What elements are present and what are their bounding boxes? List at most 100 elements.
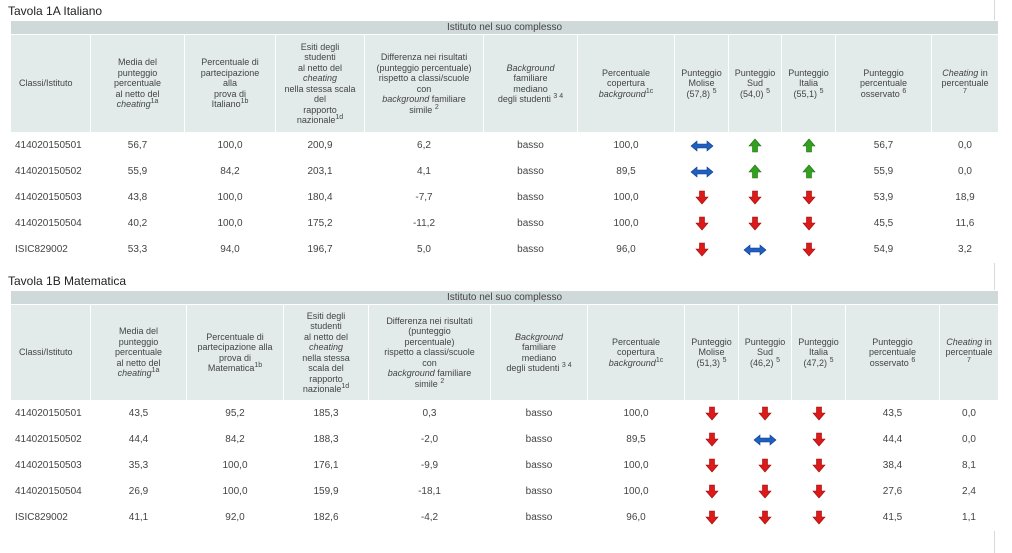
col-header-background: Background familiare mediano degli studenti… bbox=[490, 304, 588, 401]
cell-media: 55,9 bbox=[90, 158, 185, 185]
arrow-down-icon bbox=[676, 190, 728, 205]
arrow-down-icon bbox=[793, 406, 845, 421]
cell-background: basso bbox=[490, 504, 588, 531]
cell-partecipazione: 100,0 bbox=[184, 210, 276, 237]
arrow-down-icon bbox=[740, 484, 791, 499]
cell-background: basso bbox=[483, 132, 578, 159]
arrow-up-icon bbox=[730, 164, 781, 179]
cell-sud bbox=[738, 452, 792, 479]
cell-esiti: 196,7 bbox=[275, 236, 365, 263]
cell-cheating: 1,1 bbox=[939, 504, 999, 531]
arrow-down-icon bbox=[793, 510, 845, 525]
col-header-esiti: Esiti degli studenti al netto del cheating n… bbox=[275, 34, 365, 133]
arrow-down-icon bbox=[793, 432, 845, 447]
cell-classe: 414020150503 bbox=[10, 452, 91, 479]
table-row: 414020150503 43,8 100,0 180,4 -7,7 basso 100,0… bbox=[10, 184, 999, 211]
cell-italia bbox=[791, 400, 846, 427]
cell-italia bbox=[791, 504, 846, 531]
table-row: 414020150501 43,5 95,2 185,3 0,3 basso 100,0 43… bbox=[10, 400, 999, 427]
cell-partecipazione: 84,2 bbox=[186, 426, 284, 453]
cell-italia bbox=[781, 236, 836, 263]
arrow-down-icon bbox=[676, 242, 728, 257]
cell-partecipazione: 92,0 bbox=[186, 504, 284, 531]
cell-differenza: 4,1 bbox=[364, 158, 484, 185]
table-row: 414020150501 56,7 100,0 200,9 6,2 basso 100,0 5… bbox=[10, 132, 999, 159]
arrow-down-icon bbox=[740, 406, 791, 421]
double-arrow-icon bbox=[730, 243, 781, 256]
cell-classe: 414020150504 bbox=[10, 478, 91, 505]
arrow-up-icon bbox=[783, 164, 835, 179]
cell-copertura: 100,0 bbox=[587, 400, 685, 427]
cell-esiti: 203,1 bbox=[275, 158, 365, 185]
cell-cheating: 0,0 bbox=[939, 426, 999, 453]
cell-molise bbox=[674, 158, 729, 185]
cell-copertura: 100,0 bbox=[577, 132, 675, 159]
cell-cheating: 18,9 bbox=[931, 184, 999, 211]
cell-sud bbox=[728, 210, 782, 237]
cell-partecipazione: 100,0 bbox=[184, 184, 276, 211]
cell-molise bbox=[674, 210, 729, 237]
cell-cheating: 11,6 bbox=[931, 210, 999, 237]
cell-sud bbox=[738, 478, 792, 505]
cell-esiti: 185,3 bbox=[283, 400, 369, 427]
table-row: 414020150503 35,3 100,0 176,1 -9,9 basso 100,0… bbox=[10, 452, 999, 479]
cell-cheating: 3,2 bbox=[931, 236, 999, 263]
cell-molise bbox=[674, 236, 729, 263]
cell-partecipazione: 100,0 bbox=[186, 478, 284, 505]
table-title-matematica: Tavola 1B Matematica bbox=[8, 274, 127, 288]
cell-classe: 414020150503 bbox=[10, 184, 91, 211]
cell-classe: 414020150502 bbox=[10, 158, 91, 185]
double-arrow-icon bbox=[740, 433, 791, 446]
cell-classe: ISIC829002 bbox=[10, 504, 91, 531]
cell-media: 43,5 bbox=[90, 400, 187, 427]
cell-cheating: 0,0 bbox=[939, 400, 999, 427]
cell-media: 43,8 bbox=[90, 184, 185, 211]
cell-osservato: 44,4 bbox=[845, 426, 940, 453]
col-header-molise: Punteggio Molise (51,3) 5 bbox=[684, 304, 739, 401]
arrow-up-icon bbox=[783, 138, 835, 153]
cell-sud bbox=[738, 426, 792, 453]
cell-cheating: 0,0 bbox=[931, 158, 999, 185]
table-row: 414020150502 44,4 84,2 188,3 -2,0 basso 89,5 44… bbox=[10, 426, 999, 453]
cell-esiti: 200,9 bbox=[275, 132, 365, 159]
table-row: 414020150504 40,2 100,0 175,2 -11,2 basso 100,… bbox=[10, 210, 999, 237]
cell-molise bbox=[684, 452, 739, 479]
cell-partecipazione: 95,2 bbox=[186, 400, 284, 427]
col-header-osservato: Punteggio percentuale osservato 6 bbox=[845, 304, 940, 401]
cell-cheating: 0,0 bbox=[931, 132, 999, 159]
table-row: 414020150502 55,9 84,2 203,1 4,1 basso 89,5 55,… bbox=[10, 158, 999, 185]
table-caption: Istituto nel suo complesso bbox=[10, 20, 999, 35]
cell-partecipazione: 100,0 bbox=[184, 132, 276, 159]
cell-media: 26,9 bbox=[90, 478, 187, 505]
cell-background: basso bbox=[490, 400, 588, 427]
col-header-media: Media del punteggio percentuale al netto de… bbox=[90, 304, 187, 401]
cell-copertura: 89,5 bbox=[577, 158, 675, 185]
cell-osservato: 38,4 bbox=[845, 452, 940, 479]
cell-partecipazione: 94,0 bbox=[184, 236, 276, 263]
cell-sud bbox=[738, 400, 792, 427]
cell-differenza: -18,1 bbox=[368, 478, 491, 505]
arrow-down-icon bbox=[686, 432, 738, 447]
cell-media: 53,3 bbox=[90, 236, 185, 263]
table-row: ISIC829002 41,1 92,0 182,6 -4,2 basso 96,0 41,5… bbox=[10, 504, 999, 531]
cell-esiti: 159,9 bbox=[283, 478, 369, 505]
col-header-background: Background familiare mediano degli studenti… bbox=[483, 34, 578, 133]
cell-classe: 414020150501 bbox=[10, 400, 91, 427]
cell-sud bbox=[728, 236, 782, 263]
cell-copertura: 100,0 bbox=[587, 478, 685, 505]
cell-esiti: 180,4 bbox=[275, 184, 365, 211]
arrow-down-icon bbox=[686, 458, 738, 473]
cell-esiti: 176,1 bbox=[283, 452, 369, 479]
arrow-down-icon bbox=[686, 406, 738, 421]
cell-italia bbox=[781, 184, 836, 211]
arrow-down-icon bbox=[793, 458, 845, 473]
cell-background: basso bbox=[483, 236, 578, 263]
cell-background: basso bbox=[490, 478, 588, 505]
cell-osservato: 55,9 bbox=[835, 158, 932, 185]
arrow-down-icon bbox=[676, 216, 728, 231]
cell-sud bbox=[728, 158, 782, 185]
cell-cheating: 8,1 bbox=[939, 452, 999, 479]
col-header-osservato: Punteggio percentuale osservato 6 bbox=[835, 34, 932, 133]
cell-differenza: -2,0 bbox=[368, 426, 491, 453]
col-header-copertura: Percentuale copertura background1c bbox=[587, 304, 685, 401]
